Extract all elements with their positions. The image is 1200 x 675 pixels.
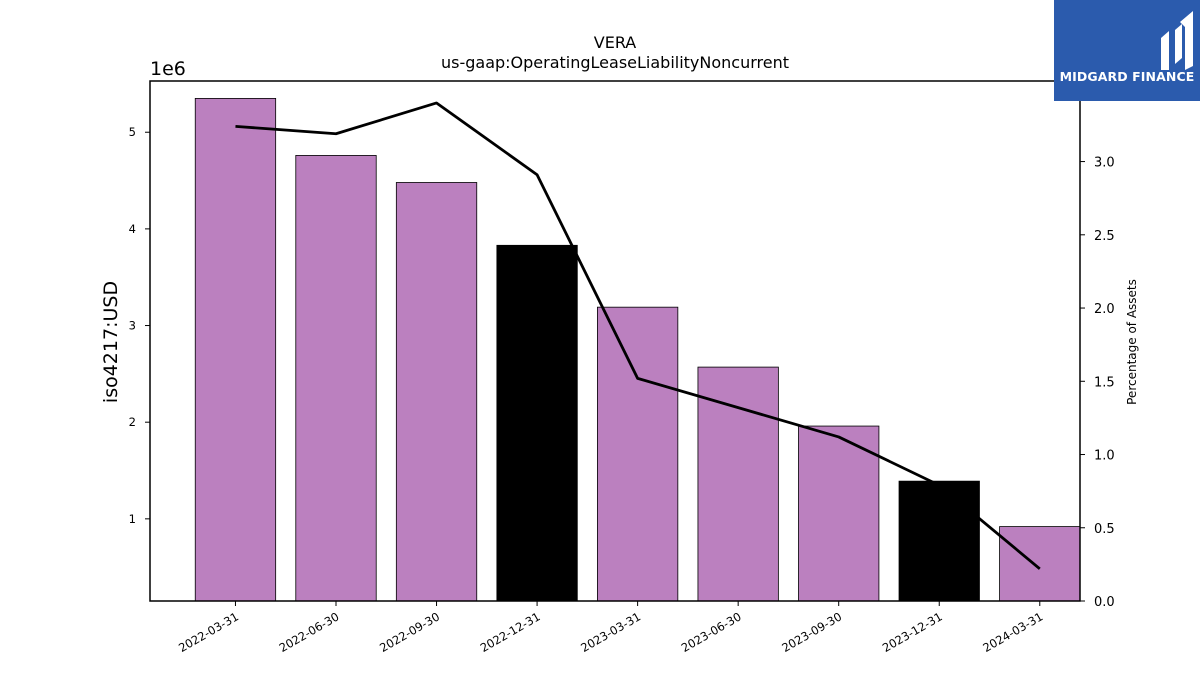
x-tick-label: 2022-12-31 <box>478 609 543 655</box>
y2-axis-label: Percentage of Assets <box>1125 279 1139 405</box>
y2-tick-label: 1.5 <box>1094 375 1115 390</box>
line-path <box>235 101 1041 570</box>
x-tick-label: 2023-06-30 <box>679 609 744 655</box>
y2-tick-label: 2.5 <box>1094 229 1115 244</box>
y-tick-label: 2 <box>129 415 136 429</box>
y-tick-label: 3 <box>129 319 136 333</box>
brand-logo: MIDGARD FINANCE <box>1054 0 1200 101</box>
bar <box>194 97 277 602</box>
line-series <box>235 101 1041 570</box>
y2-tick-label: 2.0 <box>1094 302 1115 317</box>
x-tick-label: 2023-03-31 <box>578 609 643 655</box>
bar <box>798 425 880 602</box>
bar <box>395 182 478 602</box>
bar <box>295 155 377 602</box>
bar-group <box>194 97 1081 602</box>
chart-title: VERA <box>594 33 637 52</box>
logo-mark-icon <box>1161 11 1193 70</box>
y2-tick-label: 3.0 <box>1094 156 1115 171</box>
x-tick-label: 2022-03-31 <box>176 609 241 655</box>
y2-tick-label: 0.0 <box>1094 595 1115 610</box>
x-tick-label: 2023-09-30 <box>779 609 844 655</box>
x-axis: 2022-03-31 2022-06-30 2022-09-30 2022-12-31… <box>176 601 1045 655</box>
plot-frame <box>149 80 1081 602</box>
y2-axis: 0.0 0.5 1.0 1.5 2.0 2.5 3.0 <box>1080 156 1115 610</box>
y-axis: 1 2 3 4 5 <box>129 125 150 526</box>
y-tick-label: 1 <box>129 512 136 526</box>
bar <box>898 480 980 602</box>
y-axis-offset-label: 1e6 <box>150 58 186 80</box>
y2-tick-label: 1.0 <box>1094 449 1115 464</box>
y2-tick-label: 0.5 <box>1094 522 1115 537</box>
bar <box>496 244 578 602</box>
bar <box>999 526 1081 602</box>
chart-subtitle: us-gaap:OperatingLeaseLiabilityNoncurren… <box>441 53 789 72</box>
bar <box>597 306 679 602</box>
x-tick-label: 2022-06-30 <box>277 609 342 655</box>
y-tick-label: 4 <box>129 222 136 236</box>
logo-text: MIDGARD FINANCE <box>1059 69 1195 84</box>
x-tick-label: 2022-09-30 <box>377 609 442 655</box>
x-tick-label: 2024-03-31 <box>980 609 1045 655</box>
x-tick-label: 2023-12-31 <box>880 609 945 655</box>
bar <box>697 366 779 602</box>
y-tick-label: 5 <box>129 125 136 139</box>
y-axis-label: iso4217:USD <box>100 281 122 403</box>
